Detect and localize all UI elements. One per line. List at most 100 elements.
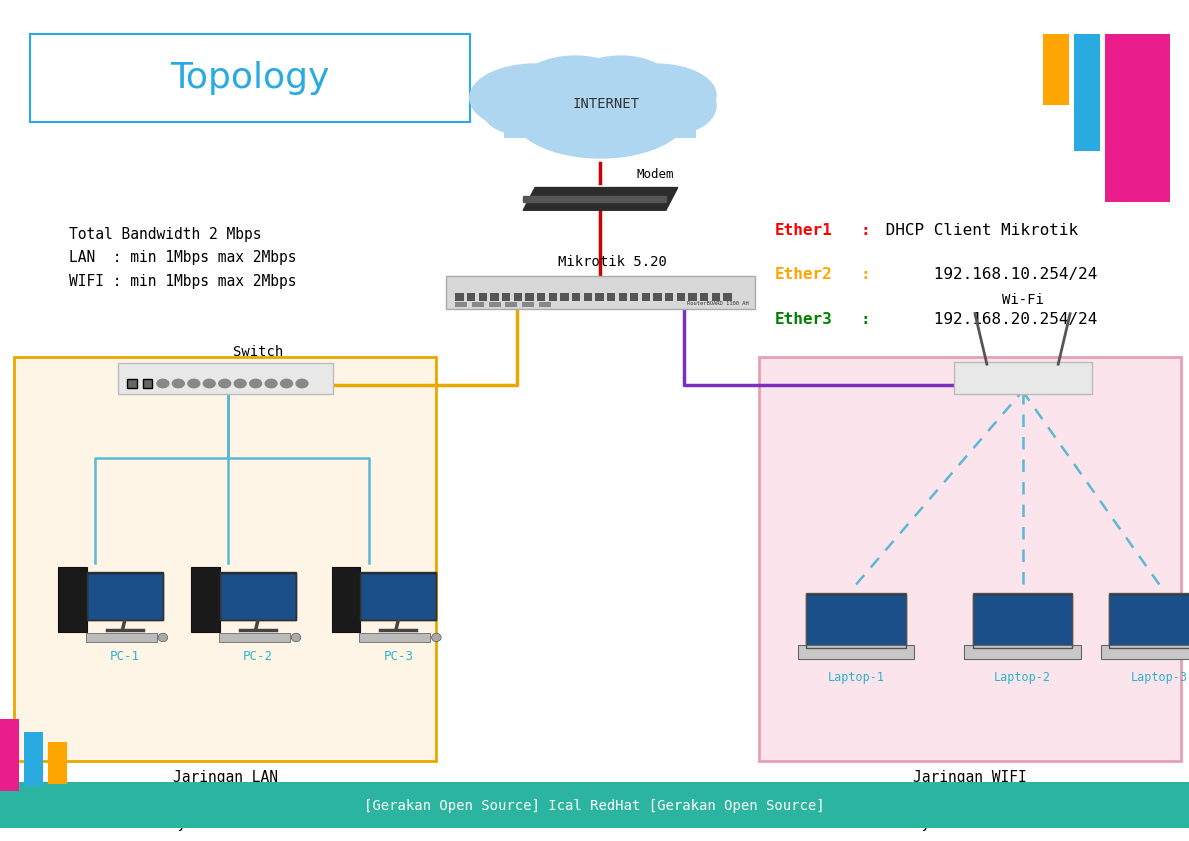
Circle shape (250, 379, 262, 388)
FancyBboxPatch shape (606, 293, 615, 301)
Ellipse shape (596, 63, 717, 127)
FancyBboxPatch shape (332, 567, 360, 632)
FancyBboxPatch shape (455, 293, 464, 301)
FancyBboxPatch shape (665, 293, 673, 301)
FancyBboxPatch shape (1109, 594, 1189, 648)
FancyBboxPatch shape (0, 782, 1189, 828)
Text: :: : (861, 267, 870, 283)
FancyBboxPatch shape (472, 302, 484, 307)
Text: Laptop-3: Laptop-3 (1131, 671, 1188, 684)
Text: DHCP Client Mikrotik: DHCP Client Mikrotik (876, 223, 1078, 238)
Ellipse shape (482, 82, 558, 135)
Ellipse shape (520, 56, 630, 114)
FancyBboxPatch shape (14, 357, 436, 761)
FancyBboxPatch shape (58, 567, 87, 632)
FancyBboxPatch shape (30, 34, 470, 122)
FancyBboxPatch shape (1074, 34, 1100, 151)
Text: Ether1: Ether1 (775, 223, 833, 238)
FancyBboxPatch shape (654, 293, 662, 301)
Ellipse shape (468, 63, 600, 132)
FancyBboxPatch shape (798, 645, 914, 659)
FancyBboxPatch shape (143, 379, 152, 388)
Ellipse shape (509, 63, 692, 159)
FancyBboxPatch shape (220, 573, 296, 620)
FancyBboxPatch shape (504, 108, 697, 138)
FancyBboxPatch shape (560, 293, 568, 301)
FancyBboxPatch shape (514, 293, 522, 301)
Text: Topology: Topology (170, 61, 329, 95)
Text: PC-3: PC-3 (383, 650, 414, 663)
FancyBboxPatch shape (954, 362, 1092, 394)
FancyBboxPatch shape (759, 357, 1181, 761)
FancyBboxPatch shape (618, 293, 627, 301)
FancyBboxPatch shape (596, 293, 604, 301)
Text: RouterBOARD 1100 AH: RouterBOARD 1100 AH (687, 301, 749, 306)
FancyBboxPatch shape (572, 293, 580, 301)
FancyBboxPatch shape (526, 293, 534, 301)
FancyBboxPatch shape (87, 573, 163, 620)
Circle shape (296, 379, 308, 388)
FancyBboxPatch shape (446, 276, 755, 309)
FancyBboxPatch shape (127, 379, 137, 388)
Text: 192.168.20.254/24: 192.168.20.254/24 (876, 312, 1097, 327)
Polygon shape (523, 196, 666, 202)
Circle shape (265, 379, 277, 388)
Text: Mikrotik 5.20: Mikrotik 5.20 (558, 255, 667, 269)
Circle shape (172, 379, 184, 388)
Text: Ether2: Ether2 (775, 267, 833, 283)
Polygon shape (523, 188, 678, 210)
FancyBboxPatch shape (48, 742, 67, 784)
FancyBboxPatch shape (539, 302, 551, 307)
FancyBboxPatch shape (1043, 34, 1069, 105)
FancyBboxPatch shape (359, 633, 430, 642)
FancyBboxPatch shape (505, 302, 517, 307)
FancyBboxPatch shape (522, 302, 534, 307)
FancyBboxPatch shape (86, 633, 157, 642)
FancyBboxPatch shape (712, 293, 721, 301)
Text: Jaringan LAN
IP: 192.168.10.0/24
Gateway: 192.168.10.254: Jaringan LAN IP: 192.168.10.0/24 Gateway… (125, 770, 326, 831)
Text: Laptop-2: Laptop-2 (994, 671, 1051, 684)
Text: Ether3: Ether3 (775, 312, 833, 327)
FancyBboxPatch shape (723, 293, 731, 301)
FancyBboxPatch shape (537, 293, 546, 301)
FancyBboxPatch shape (973, 594, 1072, 648)
FancyBboxPatch shape (806, 594, 906, 648)
FancyBboxPatch shape (0, 719, 19, 791)
Circle shape (219, 379, 231, 388)
FancyBboxPatch shape (700, 293, 709, 301)
FancyBboxPatch shape (360, 573, 436, 620)
Ellipse shape (625, 77, 717, 135)
Ellipse shape (571, 56, 671, 108)
FancyBboxPatch shape (191, 567, 220, 632)
FancyBboxPatch shape (467, 293, 476, 301)
FancyBboxPatch shape (688, 293, 697, 301)
Text: PC-2: PC-2 (243, 650, 273, 663)
FancyBboxPatch shape (630, 293, 638, 301)
Ellipse shape (291, 633, 301, 642)
Ellipse shape (432, 633, 441, 642)
FancyBboxPatch shape (584, 293, 592, 301)
Text: INTERNET: INTERNET (573, 98, 640, 111)
Text: Wi-Fi: Wi-Fi (1001, 293, 1044, 307)
Circle shape (188, 379, 200, 388)
Circle shape (203, 379, 215, 388)
FancyBboxPatch shape (642, 293, 650, 301)
Circle shape (234, 379, 246, 388)
Text: Modem: Modem (636, 168, 674, 181)
Circle shape (157, 379, 169, 388)
Text: :: : (861, 223, 870, 238)
FancyBboxPatch shape (489, 302, 501, 307)
FancyBboxPatch shape (24, 732, 43, 786)
FancyBboxPatch shape (502, 293, 510, 301)
Text: 192.168.10.254/24: 192.168.10.254/24 (876, 267, 1097, 283)
FancyBboxPatch shape (455, 302, 467, 307)
Text: Jaringan WIFI
IP: 192.168.20.0/24
Gateway: 192.168.20.254: Jaringan WIFI IP: 192.168.20.0/24 Gatewa… (869, 770, 1070, 831)
Circle shape (281, 379, 292, 388)
FancyBboxPatch shape (1105, 34, 1170, 202)
Text: PC-1: PC-1 (109, 650, 140, 663)
Text: Total Bandwidth 2 Mbps
LAN  : min 1Mbps max 2Mbps
WIFI : min 1Mbps max 2Mbps: Total Bandwidth 2 Mbps LAN : min 1Mbps m… (69, 227, 296, 288)
FancyBboxPatch shape (118, 363, 333, 394)
FancyBboxPatch shape (548, 293, 556, 301)
Text: Switch: Switch (233, 345, 283, 359)
Text: :: : (861, 312, 870, 327)
